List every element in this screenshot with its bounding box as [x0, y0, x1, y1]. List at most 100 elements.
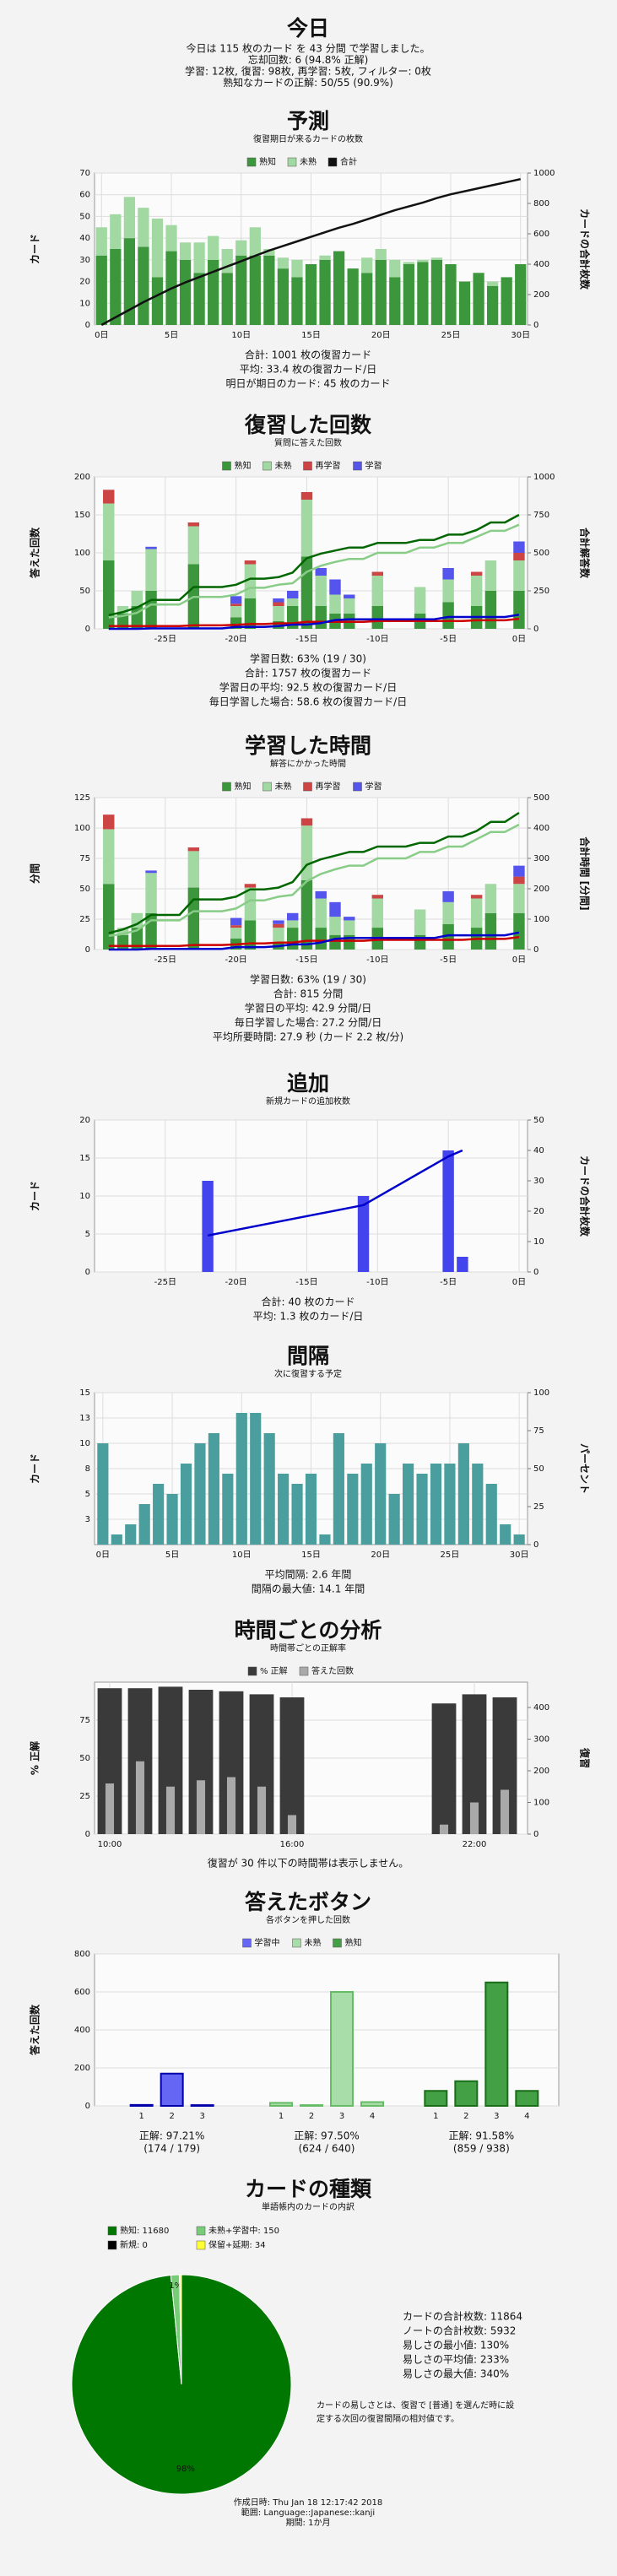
y2-tick-label: 40	[533, 1146, 544, 1155]
bar	[165, 1786, 176, 1834]
bar	[513, 876, 525, 885]
x-tick-label: 20日	[371, 1550, 390, 1560]
bar	[165, 225, 177, 252]
x-tick-label: 10日	[232, 1550, 252, 1560]
legend-swatch	[262, 782, 272, 792]
stat-line: 平均所要時間: 27.9 秒 (カード 2.2 枚/分)	[213, 1031, 403, 1043]
bar	[513, 560, 525, 591]
stat-line: 正解: 97.21%	[139, 2130, 205, 2142]
stat-line: 学習日の平均: 92.5 枚の復習カード/日	[219, 681, 397, 694]
y2-tick-label: 1000	[533, 169, 555, 178]
y-tick-label: 15	[79, 1154, 90, 1163]
y-tick-label: 200	[74, 2064, 90, 2073]
x-tick-label: -15日	[295, 1278, 317, 1287]
x-tick-label: 4	[524, 2112, 529, 2121]
bar	[329, 917, 341, 935]
bar	[457, 1257, 468, 1272]
bar	[513, 591, 525, 629]
bar	[445, 264, 457, 325]
stat-line: 合計: 815 分間	[273, 988, 344, 1000]
y2-axis-title: 合計解答数	[579, 528, 592, 579]
section-subtitle: 各ボタンを押した回数	[266, 1914, 350, 1925]
stat-line: ノートの合計枚数: 5932	[403, 2324, 516, 2337]
bar	[389, 259, 401, 278]
x-tick-label: 20日	[371, 331, 391, 340]
y-tick-label: 10	[79, 1439, 90, 1448]
stat-line: 学習日数: 63% (19 / 30)	[250, 652, 366, 665]
series-line	[100, 177, 521, 327]
y2-tick-label: 0	[533, 625, 539, 634]
y2-tick-label: 0	[533, 1540, 539, 1550]
x-tick-label: 15日	[301, 331, 321, 340]
bar	[160, 2072, 184, 2107]
bar	[513, 912, 525, 950]
bar	[187, 522, 200, 527]
y-axis-title: 分間	[29, 863, 41, 884]
legend-label: 再学習	[316, 781, 341, 792]
x-tick-label: 3	[199, 2112, 204, 2121]
bar	[513, 865, 525, 877]
bar	[484, 1981, 509, 2107]
bar	[361, 273, 373, 325]
bar	[300, 879, 313, 950]
legend-label: 学習中	[255, 1937, 280, 1948]
y-tick-label: 40	[79, 234, 90, 243]
x-tick-label: 2	[463, 2112, 468, 2121]
bar	[273, 920, 284, 924]
footer-line: 範囲: Language::Japanese::kanji	[241, 2507, 375, 2518]
x-tick-label: -10日	[366, 955, 388, 965]
bar	[291, 259, 303, 278]
bar	[315, 576, 327, 606]
bar	[123, 238, 135, 325]
y-tick-label: 30	[79, 256, 90, 265]
legend-label: 熟知	[259, 156, 276, 167]
bar	[333, 251, 345, 325]
bar	[371, 895, 383, 899]
bar	[513, 884, 525, 913]
y-axis-title: カード	[30, 1181, 41, 1211]
bar	[116, 606, 129, 614]
y2-tick-label: 500	[533, 793, 549, 803]
bar	[430, 1464, 442, 1545]
section-title: 答えたボタン	[245, 1890, 371, 1914]
bar	[138, 1504, 150, 1545]
y-axis-title: カード	[30, 1453, 41, 1484]
legend-swatch	[196, 2226, 206, 2236]
bar	[287, 1815, 297, 1834]
today-line: 今日は 115 枚のカード を 43 分間 で学習しました。	[186, 42, 430, 55]
y2-tick-label: 50	[533, 1116, 544, 1125]
bar	[515, 2090, 539, 2108]
bar	[249, 255, 261, 325]
y-tick-label: 70	[79, 169, 90, 178]
stat-line: 毎日学習した場合: 27.2 分間/日	[235, 1016, 382, 1029]
section-subtitle: 復習期日が来るカードの枚数	[253, 133, 363, 144]
bar	[375, 259, 387, 325]
bar	[414, 587, 426, 614]
bar	[269, 2102, 293, 2107]
bar	[187, 887, 200, 950]
legend-label: 熟知: 11680	[120, 2225, 169, 2236]
bar	[111, 1534, 122, 1545]
bar	[230, 606, 242, 618]
bar	[344, 920, 355, 935]
x-tick-label: 1	[138, 2112, 143, 2121]
bar	[472, 1464, 484, 1545]
y-tick-label: 400	[74, 2026, 90, 2035]
bar	[329, 901, 341, 917]
bar	[151, 219, 164, 278]
section-subtitle: 単語帳内のカードの内訳	[262, 2201, 355, 2212]
bar	[442, 901, 454, 924]
explanation: カードの易しさとは、復習で [普通] を選んだ時に設	[317, 2400, 514, 2411]
bar	[287, 920, 299, 928]
y-tick-label: 25	[79, 1792, 90, 1801]
bar	[116, 614, 129, 629]
x-tick-label: -25日	[154, 955, 176, 965]
series-line	[108, 523, 520, 619]
y-tick-label: 50	[79, 885, 90, 894]
legend-swatch	[333, 1938, 342, 1948]
bar	[442, 579, 454, 603]
bar	[180, 1464, 192, 1545]
bar	[273, 928, 284, 943]
